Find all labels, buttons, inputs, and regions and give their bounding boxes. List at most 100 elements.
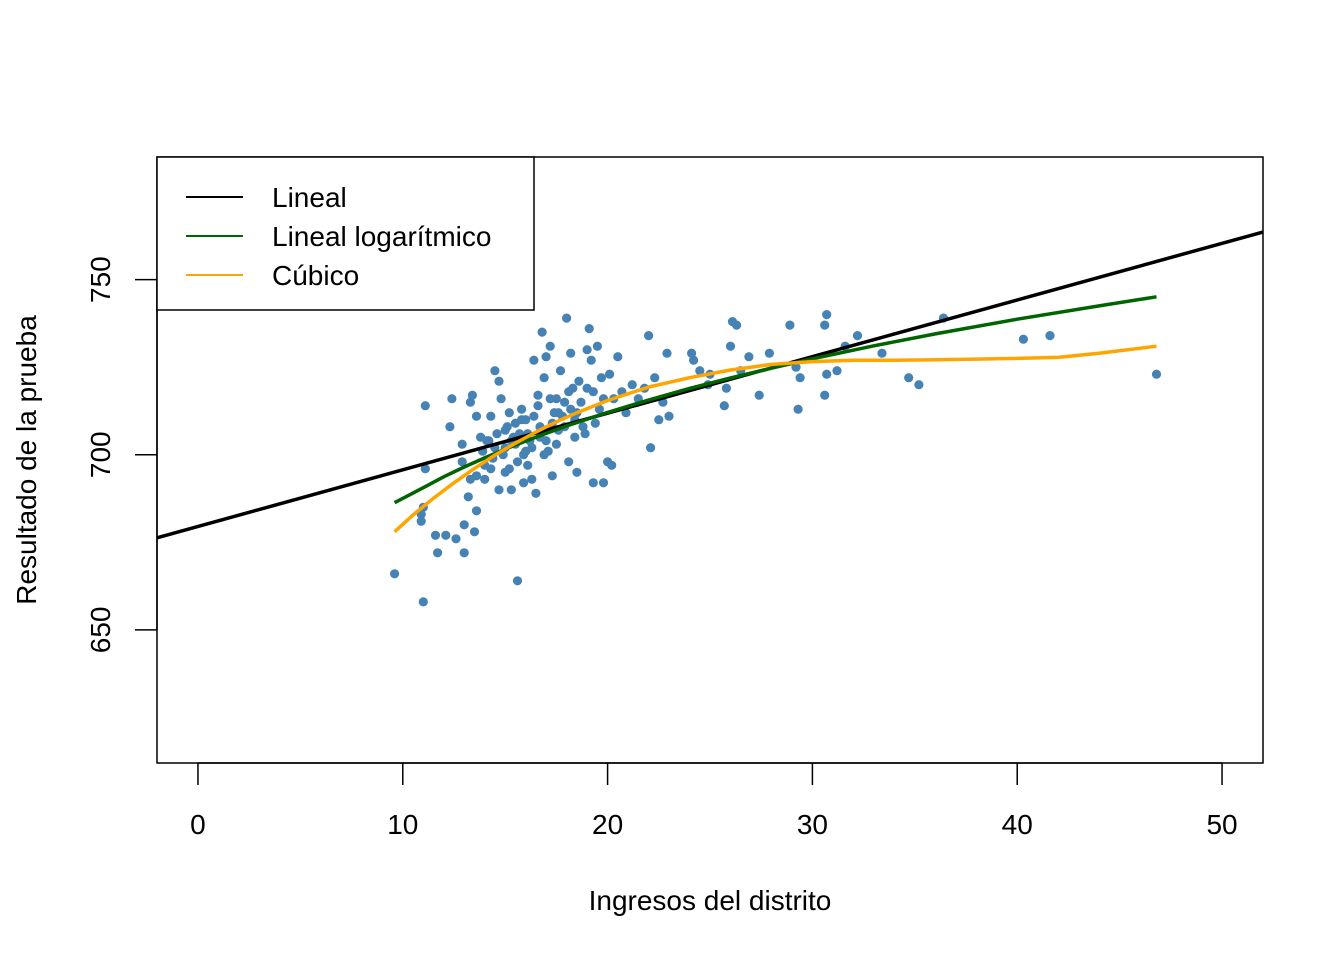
legend-label: Cúbico — [272, 260, 359, 291]
data-point — [725, 341, 736, 351]
data-point — [904, 373, 914, 383]
data-point — [512, 576, 523, 586]
data-point — [484, 436, 494, 446]
data-point — [441, 530, 451, 540]
data-point — [545, 341, 555, 351]
data-point — [480, 474, 490, 484]
legend: Lineal Lineal logarítmico Cúbico — [156, 156, 535, 311]
data-point — [566, 348, 576, 358]
data-point — [551, 439, 562, 449]
data-point — [852, 331, 863, 341]
data-point — [877, 348, 887, 358]
data-point — [596, 373, 607, 383]
data-point — [445, 422, 455, 432]
data-point — [820, 320, 830, 330]
data-point — [795, 373, 805, 383]
data-point — [517, 415, 527, 425]
data-point — [560, 397, 570, 407]
data-point — [570, 432, 580, 442]
data-point — [467, 390, 477, 400]
data-point — [650, 373, 660, 383]
data-point — [457, 457, 467, 467]
data-point — [607, 460, 617, 470]
data-point — [644, 331, 654, 341]
data-point — [459, 520, 469, 530]
data-point — [588, 387, 598, 397]
data-point — [580, 429, 590, 439]
legend-box — [156, 156, 535, 311]
data-point — [471, 411, 482, 421]
data-point — [430, 530, 441, 540]
data-point — [914, 380, 924, 390]
data-point — [820, 390, 830, 400]
data-point — [1151, 369, 1162, 379]
data-point — [523, 460, 533, 470]
data-point — [490, 366, 500, 376]
data-point — [469, 527, 480, 537]
data-point — [529, 355, 539, 365]
x-axis: 0 10 20 30 40 50 — [190, 762, 1238, 840]
x-tick-label: 40 — [1002, 809, 1033, 840]
data-point — [504, 408, 514, 418]
y-tick-label: 650 — [85, 607, 116, 654]
data-point — [512, 457, 523, 467]
series-line-lineal-logaritmico — [393, 295, 1157, 505]
data-point — [822, 310, 832, 320]
data-point — [562, 313, 572, 323]
y-axis: 650 700 750 — [85, 256, 158, 654]
data-point — [545, 394, 555, 404]
data-point — [578, 422, 588, 432]
data-point — [416, 516, 426, 526]
data-point — [791, 362, 801, 372]
x-tick-label: 50 — [1206, 809, 1237, 840]
data-point — [590, 418, 600, 428]
x-tick-label: 30 — [797, 809, 828, 840]
data-point — [504, 464, 514, 474]
data-point — [420, 464, 430, 474]
data-point — [654, 415, 664, 425]
y-tick-label: 750 — [85, 256, 116, 303]
data-point — [506, 485, 516, 495]
data-point — [541, 436, 551, 446]
series-line-cubico — [393, 344, 1157, 534]
data-point — [463, 492, 473, 502]
data-point — [529, 411, 539, 421]
data-point — [539, 450, 549, 460]
data-point — [420, 401, 430, 411]
data-point — [576, 397, 586, 407]
data-point — [687, 348, 697, 358]
data-point — [564, 387, 574, 397]
data-point — [664, 411, 674, 421]
data-point — [785, 320, 795, 330]
data-point — [519, 478, 529, 488]
data-point — [471, 506, 482, 516]
y-axis-label: Resultado de la prueba — [11, 315, 42, 605]
data-point — [459, 548, 469, 558]
data-point — [555, 366, 566, 376]
data-point — [613, 352, 623, 362]
data-point — [594, 404, 605, 414]
data-point — [527, 474, 537, 484]
data-point — [572, 467, 582, 477]
data-point — [754, 390, 764, 400]
data-point — [494, 376, 504, 386]
data-point — [574, 376, 584, 386]
data-point — [533, 401, 543, 411]
data-point — [539, 373, 549, 383]
data-point — [500, 425, 510, 435]
data-point — [586, 355, 596, 365]
x-tick-label: 20 — [592, 809, 623, 840]
x-tick-label: 0 — [190, 809, 206, 840]
data-point — [1045, 331, 1055, 341]
data-point — [451, 534, 461, 544]
data-point — [492, 429, 502, 439]
legend-label: Lineal — [272, 182, 347, 213]
data-point — [721, 383, 732, 393]
data-point — [521, 446, 531, 456]
data-point — [547, 471, 557, 481]
data-point — [541, 352, 551, 362]
data-point — [832, 366, 842, 376]
data-point — [537, 327, 547, 337]
data-point — [822, 369, 832, 379]
data-point — [584, 324, 594, 334]
